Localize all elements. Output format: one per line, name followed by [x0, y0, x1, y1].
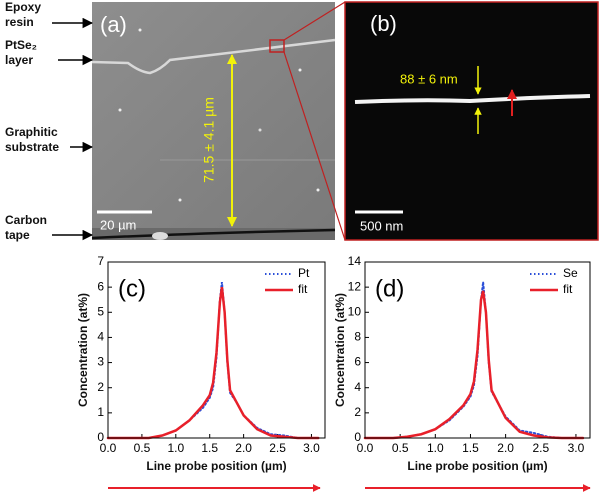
y-tick-label: 0 [354, 430, 361, 444]
micrograph-a: (a) 71.5 ± 4.1 µm 20 µm [91, 2, 336, 240]
panel-label: (d) [375, 275, 404, 302]
x-tick-label: 1.0 [427, 441, 444, 455]
x-axis-label: Line probe position (µm) [146, 459, 286, 473]
y-tick-label: 0 [97, 430, 104, 444]
y-tick-label: 14 [348, 254, 362, 268]
scale-bar-label: 500 nm [360, 218, 403, 233]
x-tick-label: 1.5 [462, 441, 479, 455]
side-label: layer [5, 53, 33, 67]
panel-label: (b) [370, 11, 397, 36]
x-tick-label: 0.5 [392, 441, 409, 455]
y-tick-label: 12 [348, 279, 362, 293]
micrograph-b: (b) 88 ± 6 nm 500 nm [344, 1, 599, 241]
x-tick-label: 1.5 [201, 441, 218, 455]
legend-label: Pt [298, 266, 310, 280]
y-tick-label: 4 [97, 330, 104, 344]
side-label: resin [5, 15, 34, 29]
y-tick-label: 1 [97, 405, 104, 419]
y-tick-label: 10 [348, 304, 362, 318]
x-tick-label: 2.5 [532, 441, 549, 455]
side-label: PtSe₂ [5, 38, 37, 52]
y-axis-label: Concentration (at%) [333, 293, 347, 407]
y-tick-label: 4 [354, 380, 361, 394]
x-tick-label: 2.0 [235, 441, 252, 455]
legend-label: Se [563, 266, 578, 280]
x-tick-label: 0.0 [357, 441, 374, 455]
plot-frame [107, 261, 326, 439]
side-label: tape [5, 228, 30, 242]
x-tick-label: 1.0 [167, 441, 184, 455]
series-line [364, 281, 584, 439]
side-arrows [52, 17, 94, 241]
x-axis-label: Line probe position (µm) [407, 459, 547, 473]
y-tick-label: 2 [354, 405, 361, 419]
panel-label: (a) [100, 12, 127, 37]
x-tick-label: 3.0 [303, 441, 320, 455]
side-label: Graphitic [5, 125, 58, 139]
side-label: Carbon [5, 213, 47, 227]
x-tick-label: 0.5 [134, 441, 151, 455]
x-tick-label: 2.5 [269, 441, 286, 455]
legend-label: fit [298, 282, 308, 296]
side-label: substrate [5, 140, 59, 154]
x-tick-label: 0.0 [100, 441, 117, 455]
y-tick-label: 2 [97, 380, 104, 394]
y-tick-label: 5 [97, 304, 104, 318]
plot-frame [364, 261, 591, 439]
series-line [363, 290, 585, 440]
y-tick-label: 7 [97, 254, 104, 268]
side-label: Epoxy [5, 0, 41, 14]
thickness-label: 71.5 ± 4.1 µm [201, 97, 217, 183]
series-line [107, 281, 320, 439]
series-line [106, 286, 320, 440]
x-tick-label: 2.0 [497, 441, 514, 455]
x-tick-label: 3.0 [568, 441, 585, 455]
y-tick-label: 6 [354, 355, 361, 369]
y-axis-label: Concentration (at%) [76, 293, 90, 407]
panel-label: (c) [118, 275, 146, 302]
y-tick-label: 3 [97, 355, 104, 369]
thickness-label: 88 ± 6 nm [400, 71, 458, 86]
scale-bar-label: 20 µm [100, 217, 136, 232]
y-tick-label: 8 [354, 330, 361, 344]
y-tick-label: 6 [97, 279, 104, 293]
legend-label: fit [563, 282, 573, 296]
